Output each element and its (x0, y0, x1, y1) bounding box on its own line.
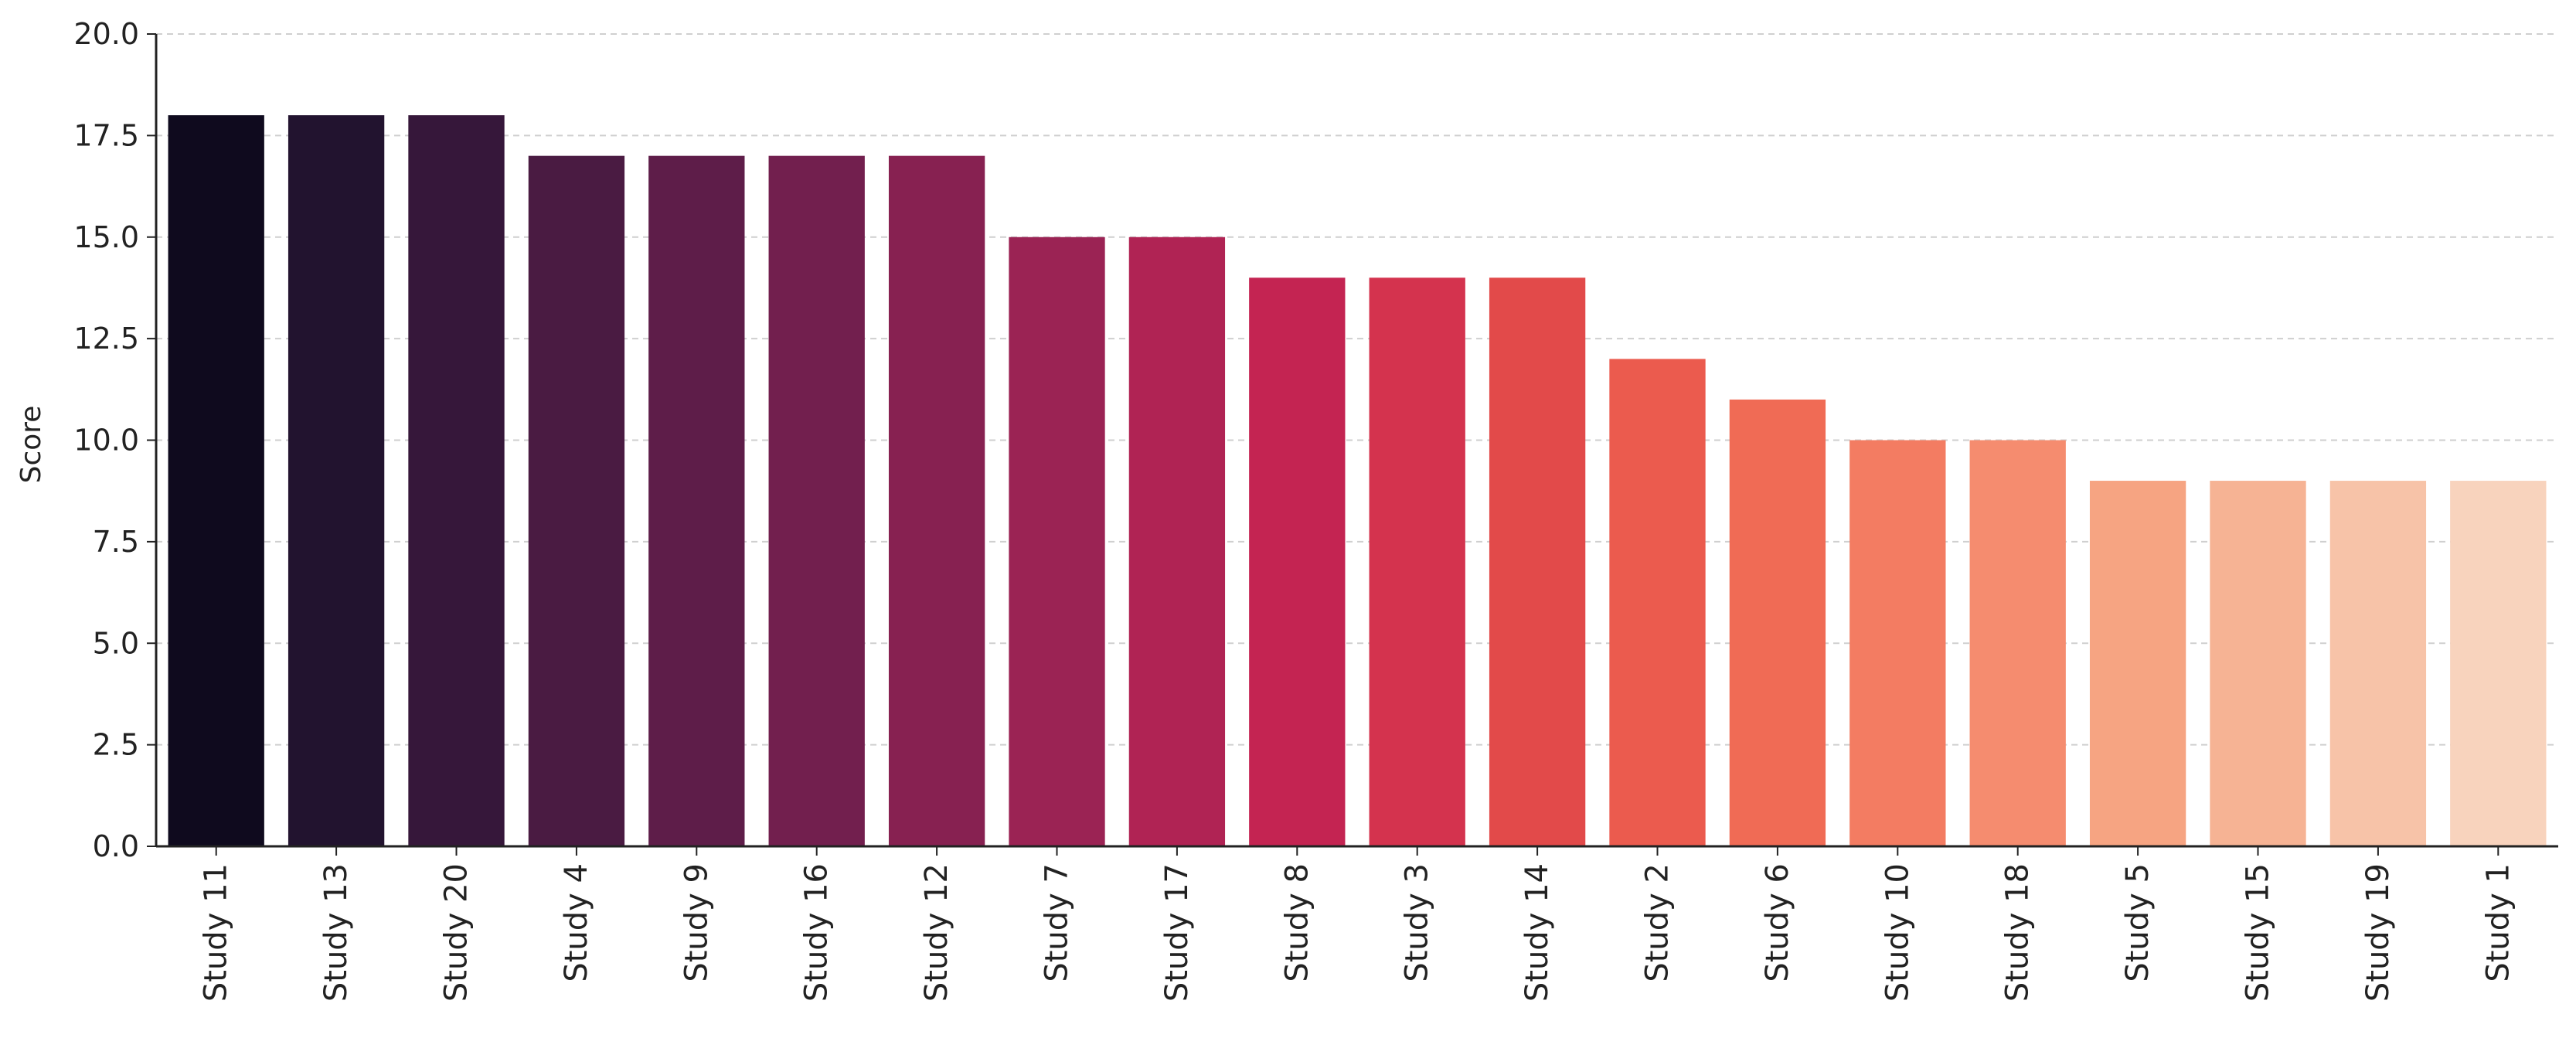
bar (2210, 481, 2306, 846)
x-tick-label: Study 3 (1400, 863, 1435, 982)
x-tick-labels: Study 11 Study 13 Study 20 Study 4 Study 9 St… (199, 863, 2516, 1002)
x-tick-label: Study 13 (318, 863, 354, 1002)
bar (768, 155, 865, 846)
x-tick-label: Study 10 (1880, 863, 1915, 1002)
y-tick-label: 5.0 (93, 626, 139, 660)
bar (1969, 440, 2066, 846)
bar (1489, 277, 1586, 846)
bar (1609, 359, 1706, 846)
x-tick-label: Study 1 (2480, 863, 2516, 982)
x-tick-label: Study 8 (1279, 863, 1315, 982)
axes (147, 33, 2558, 856)
y-tick-labels: 0.0 2.5 5.0 7.5 10.0 12.5 15.0 17.5 20.0 (73, 17, 139, 863)
bar (2329, 481, 2427, 846)
x-tick-label: Study 16 (799, 863, 835, 1002)
y-tick-label: 10.0 (73, 424, 139, 458)
bar (288, 115, 385, 847)
x-tick-label: Study 7 (1040, 863, 1075, 982)
x-tick-label: Study 20 (439, 863, 475, 1002)
bar (1128, 237, 1226, 846)
x-tick-label: Study 9 (679, 863, 714, 982)
bar (168, 115, 264, 847)
x-tick-label: Study 15 (2241, 863, 2276, 1002)
x-tick-label: Study 12 (919, 863, 955, 1002)
bar (1369, 277, 1465, 846)
x-tick-label: Study 4 (559, 863, 594, 982)
bar (528, 155, 625, 846)
bars (168, 115, 2547, 847)
bar (1249, 277, 1346, 846)
bar (1849, 440, 1946, 846)
bar (888, 155, 985, 846)
y-tick-label: 7.5 (93, 525, 139, 559)
y-tick-label: 0.0 (93, 829, 139, 863)
bar (408, 115, 505, 847)
x-tick-label: Study 18 (2000, 863, 2036, 1002)
bar (648, 155, 745, 846)
x-tick-label: Study 5 (2120, 863, 2156, 982)
y-axis-label: Score (15, 406, 47, 484)
x-tick-label: Study 6 (1760, 863, 1795, 982)
bar (1009, 237, 1105, 846)
x-tick-label: Study 2 (1640, 863, 1676, 982)
x-tick-label: Study 19 (2360, 863, 2396, 1002)
x-tick-label: Study 14 (1519, 863, 1555, 1002)
bar (1729, 399, 1826, 846)
bar (2450, 481, 2547, 846)
x-tick-label: Study 17 (1159, 863, 1195, 1002)
x-tick-label: Study 11 (199, 863, 234, 1002)
y-tick-label: 15.0 (73, 220, 139, 254)
y-tick-label: 17.5 (73, 118, 139, 152)
bar (2089, 481, 2186, 846)
y-tick-label: 2.5 (93, 728, 139, 762)
y-tick-label: 12.5 (73, 322, 139, 356)
y-tick-label: 20.0 (73, 17, 139, 51)
grid-lines (156, 33, 2558, 847)
